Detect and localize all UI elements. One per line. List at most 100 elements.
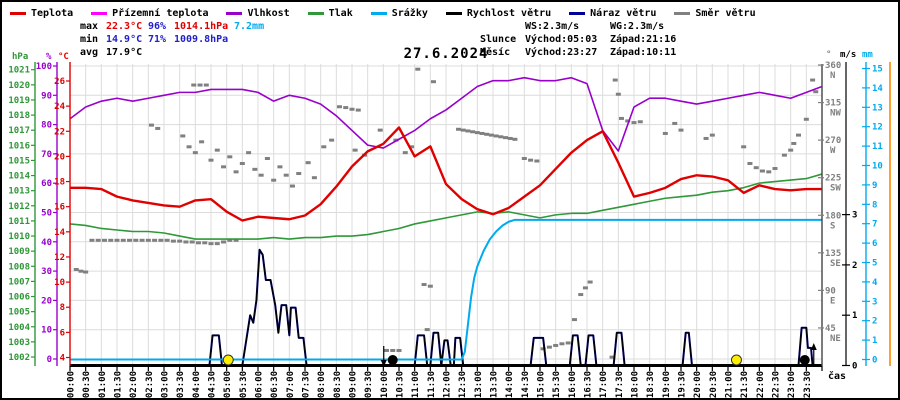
- wind-direction-point: [662, 131, 668, 135]
- wind-direction-point: [612, 78, 618, 82]
- legend-item-teplota: Teplota: [10, 8, 73, 19]
- time-axis-tick-label: 06:30: [270, 371, 280, 398]
- humidity-axis-tick-label: 100: [36, 62, 52, 72]
- wind-direction-point: [177, 239, 183, 243]
- wind-direction-point: [203, 83, 209, 87]
- rain-axis-tick-label: 6: [872, 239, 877, 249]
- chart-legend: Teplota Přízemní teplota Vlhkost Tlak Srážky…: [10, 6, 894, 20]
- moonrise-time: Východ:23:27: [525, 47, 598, 58]
- wind-direction-point: [246, 151, 252, 155]
- wind-direction-point: [427, 284, 433, 288]
- time-axis-tick-label: 17:30: [615, 371, 625, 398]
- pressure-axis-tick-label: 1011: [8, 217, 30, 227]
- moonrise-arrow-head: [810, 343, 817, 350]
- time-axis-tick-label: 23:30: [803, 371, 813, 398]
- wind-direction-point: [78, 269, 84, 273]
- wind-direction-point: [488, 133, 494, 137]
- time-axis-tick-label: 13:30: [490, 371, 500, 398]
- wind-direction-point: [498, 135, 504, 139]
- wind-direction-point: [618, 116, 624, 120]
- wind-direction-point: [810, 78, 816, 82]
- legend-color-dash: [10, 11, 26, 15]
- wind-direction-point: [186, 145, 192, 149]
- rain-axis-tick-label: 10: [872, 162, 883, 172]
- sunrise-time: Východ:05:03: [525, 34, 598, 45]
- wind-direction-point: [546, 345, 552, 349]
- wind-direction-point: [199, 140, 205, 144]
- time-axis-tick-label: 03:00: [161, 371, 171, 398]
- wind-direction-point: [321, 145, 327, 149]
- wind-direction-point: [479, 131, 485, 135]
- direction-axis-tick-label: 135: [825, 249, 841, 259]
- pressure-axis-tick-label: 1005: [8, 308, 30, 318]
- wind-direction-point: [221, 240, 227, 244]
- time-axis-tick-label: 04:00: [192, 371, 202, 398]
- wind-direction-point: [164, 238, 170, 242]
- direction-axis-compass-label: SW: [830, 184, 841, 194]
- wind-axis-unit: m/s: [840, 50, 856, 60]
- wind-direction-point: [766, 170, 772, 174]
- legend-label: Přízemní teplota: [112, 7, 209, 19]
- pressure-axis-tick-label: 1020: [8, 81, 30, 91]
- time-axis-tick-label: 14:30: [521, 371, 531, 398]
- pressure-axis-tick-label: 1012: [8, 202, 30, 212]
- rain-axis-tick-label: 4: [872, 278, 878, 288]
- pressure-axis-tick-label: 1002: [8, 353, 30, 363]
- stat-min-pressure: 1009.8hPa: [174, 34, 229, 45]
- time-axis-tick-label: 10:30: [396, 371, 406, 398]
- pressure-axis-tick-label: 1009: [8, 247, 30, 257]
- direction-axis-tick-label: 270: [825, 136, 841, 146]
- time-axis-tick-label: 21:00: [725, 371, 735, 398]
- wind-direction-point: [396, 348, 402, 352]
- legend-color-dash: [569, 11, 586, 15]
- wind-direction-point: [189, 240, 195, 244]
- wind-direction-point: [625, 119, 631, 123]
- stat-avg-label: avg: [80, 47, 99, 58]
- wind-direction-point: [73, 268, 79, 272]
- legend-item-sm-r-v-tru: Směr větru: [674, 7, 756, 19]
- rain-axis-tick-label: 11: [872, 142, 883, 152]
- legend-label: Náraz větru: [590, 7, 657, 19]
- time-axis-tick-label: 17:00: [599, 371, 609, 398]
- legend-color-dash: [674, 11, 691, 15]
- temperature-axis-tick-label: 22: [54, 127, 65, 137]
- time-axis-tick-label: 06:00: [255, 371, 265, 398]
- wind-direction-point: [343, 106, 349, 110]
- time-axis-tick-label: 20:30: [709, 371, 719, 398]
- wind-direction-point: [741, 145, 747, 149]
- wind-direction-point: [615, 92, 621, 96]
- time-axis-tick-label: 18:00: [631, 371, 641, 398]
- series-line-srazky: [70, 218, 822, 361]
- temperature-axis-unit: °C: [58, 52, 69, 62]
- time-axis-tick-label: 21:30: [740, 371, 750, 398]
- wind-direction-point: [465, 129, 471, 133]
- sunrise-sun-marker: [222, 354, 234, 366]
- wind-direction-point: [208, 158, 214, 162]
- pressure-axis-tick-label: 1019: [8, 96, 30, 106]
- time-axis-tick-label: 15:30: [552, 371, 562, 398]
- rain-axis-tick-label: 14: [872, 84, 883, 94]
- direction-axis-unit: °: [826, 50, 831, 60]
- wind-direction-point: [214, 242, 220, 246]
- pressure-axis-tick-label: 1006: [8, 293, 30, 303]
- time-axis-tick-label: 18:30: [646, 371, 656, 398]
- stat-wind-gust: WG:2.3m/s: [610, 21, 665, 32]
- humidity-axis-unit: %: [46, 52, 52, 62]
- wind-direction-point: [559, 342, 565, 346]
- wind-direction-point: [233, 238, 239, 242]
- rain-axis-tick-label: 15: [872, 65, 883, 75]
- legend-label: Tlak: [328, 7, 353, 19]
- time-axis-tick-label: 14:00: [505, 371, 515, 398]
- chart-title: 27.6.2024: [403, 46, 489, 62]
- rain-axis-tick-label: 2: [872, 317, 877, 327]
- time-axis-tick-label: 11:30: [427, 371, 437, 398]
- pressure-axis-tick-label: 1018: [8, 111, 30, 121]
- direction-axis-compass-label: N: [830, 71, 835, 81]
- wind-direction-point: [227, 155, 233, 159]
- wind-axis-tick-label: 3: [852, 211, 857, 221]
- legend-label: Směr větru: [695, 7, 756, 19]
- wind-direction-point: [108, 238, 114, 242]
- humidity-axis-tick-label: 20: [41, 296, 52, 306]
- wind-direction-point: [460, 128, 466, 132]
- sunset-sun-marker: [730, 354, 742, 366]
